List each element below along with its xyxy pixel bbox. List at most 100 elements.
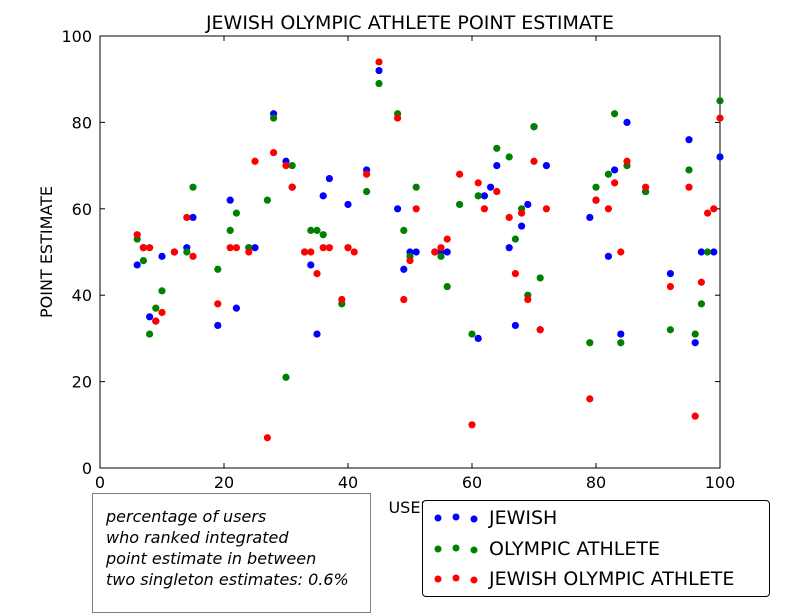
- data-point: [189, 183, 197, 191]
- data-point: [617, 248, 625, 256]
- legend-entry-jewish-olympic-athlete: JEWISH OLYMPIC ATHLETE: [423, 564, 769, 594]
- data-point: [183, 213, 191, 222]
- data-point: [524, 295, 532, 304]
- data-point: [170, 248, 178, 256]
- data-point: [232, 209, 240, 217]
- y-tick-label: 40: [72, 286, 92, 305]
- data-point: [530, 123, 538, 131]
- data-point: [685, 136, 693, 144]
- data-point: [431, 248, 439, 256]
- data-point: [592, 196, 600, 204]
- data-point: [375, 66, 383, 75]
- legend-marker-red-dots: [434, 574, 478, 584]
- data-point: [189, 213, 197, 222]
- data-point: [666, 326, 675, 334]
- data-point: [251, 244, 259, 252]
- data-point: [245, 248, 253, 256]
- data-point: [474, 192, 482, 200]
- data-point: [530, 157, 538, 165]
- data-point: [319, 244, 327, 252]
- x-tick-label: 60: [462, 473, 482, 492]
- data-point: [480, 205, 488, 213]
- data-point: [536, 326, 544, 334]
- data-point: [437, 244, 445, 252]
- data-point: [511, 321, 519, 330]
- data-points: [133, 58, 724, 442]
- data-point: [480, 192, 488, 200]
- data-point: [691, 330, 699, 338]
- data-point: [313, 330, 321, 338]
- data-point: [493, 162, 501, 170]
- data-point: [592, 183, 600, 191]
- data-point: [604, 205, 613, 213]
- data-point: [586, 339, 594, 347]
- data-point: [183, 248, 191, 256]
- data-point: [623, 118, 631, 126]
- data-point: [400, 295, 408, 304]
- annotation-line: who ranked integrated: [106, 528, 289, 547]
- annotation-line: percentage of users: [106, 507, 267, 526]
- data-point: [406, 257, 414, 265]
- data-point: [505, 153, 513, 161]
- data-point: [611, 166, 619, 174]
- data-point: [133, 231, 141, 239]
- data-point: [232, 244, 240, 252]
- data-point: [611, 110, 619, 118]
- legend-label: JEWISH: [489, 507, 558, 529]
- data-point: [344, 244, 352, 252]
- data-point: [313, 270, 321, 278]
- x-tick-label: 40: [338, 473, 358, 492]
- data-point: [375, 79, 383, 88]
- data-point: [697, 278, 706, 286]
- data-point: [468, 421, 476, 429]
- data-point: [474, 334, 482, 342]
- data-point: [511, 270, 519, 278]
- data-point: [716, 153, 724, 161]
- legend-entry-jewish: JEWISH: [423, 503, 769, 533]
- data-point: [301, 248, 309, 256]
- scatter-chart: JEWISH OLYMPIC ATHLETE POINT ESTIMATE 0 2…: [37, 12, 735, 517]
- data-point: [146, 244, 154, 252]
- data-point: [542, 205, 551, 213]
- data-point: [617, 330, 625, 338]
- data-point: [189, 252, 197, 260]
- data-point: [604, 170, 613, 178]
- x-tick-label: 0: [95, 473, 105, 492]
- axis-ticks: 0 20 40 60 80 100 0 20 40 60 80 100: [61, 27, 735, 492]
- data-point: [691, 412, 699, 420]
- data-point: [344, 200, 352, 209]
- data-point: [604, 252, 613, 260]
- data-point: [456, 200, 464, 209]
- data-point: [542, 162, 551, 170]
- data-point: [505, 244, 513, 252]
- data-point: [226, 226, 234, 234]
- legend-entry-olympic-athlete: OLYMPIC ATHLETE: [423, 534, 769, 564]
- y-tick-label: 20: [72, 373, 92, 392]
- data-point: [666, 282, 675, 291]
- data-point: [214, 300, 222, 308]
- data-point: [642, 183, 650, 191]
- y-tick-label: 0: [82, 459, 92, 478]
- data-point: [226, 244, 234, 252]
- data-point: [468, 330, 476, 338]
- plot-frame: [99, 35, 721, 469]
- series-1: [133, 79, 724, 381]
- series-0: [133, 66, 724, 347]
- x-tick-label: 80: [586, 473, 606, 492]
- data-point: [363, 187, 371, 196]
- data-point: [474, 179, 482, 187]
- data-point: [158, 308, 166, 317]
- y-tick-label: 100: [61, 27, 92, 46]
- data-point: [133, 261, 141, 269]
- data-point: [282, 373, 290, 381]
- annotation-line: point estimate in between: [106, 549, 317, 568]
- data-point: [394, 205, 402, 213]
- chart-title: JEWISH OLYMPIC ATHLETE POINT ESTIMATE: [205, 12, 614, 34]
- data-point: [666, 270, 675, 278]
- data-point: [704, 248, 712, 256]
- data-point: [313, 226, 321, 234]
- data-point: [710, 205, 718, 213]
- x-tick-label: 20: [214, 473, 234, 492]
- chart-legend: JEWISH OLYMPIC ATHLETE JEWISH OLYMPIC AT…: [422, 500, 770, 597]
- legend-marker-blue-dots: [434, 513, 478, 523]
